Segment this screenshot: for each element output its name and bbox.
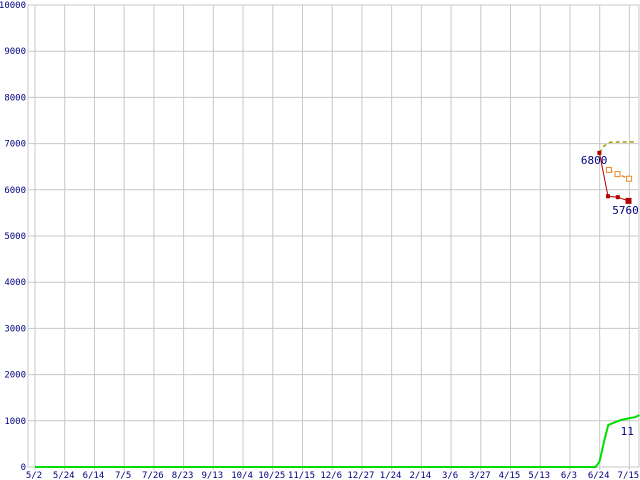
data-point-label: 11	[621, 425, 634, 438]
y-tick-label: 3000	[4, 324, 26, 334]
y-tick-label: 7000	[4, 140, 26, 150]
y-tick-label: 5000	[4, 232, 26, 242]
x-tick-label: 9/13	[201, 471, 223, 480]
y-tick-label: 1000	[4, 417, 26, 427]
x-tick-label: 12/6	[320, 471, 342, 480]
green-line	[35, 414, 640, 468]
y-tick-label: 4000	[4, 278, 26, 288]
x-tick-label: 2/14	[410, 471, 432, 480]
orange-dashed-line-marker	[605, 166, 612, 173]
x-tick-label: 10/4	[231, 471, 253, 480]
data-point-label: 5760	[612, 204, 639, 217]
x-tick-label: 3/6	[442, 471, 458, 480]
data-point-label: 6800	[581, 154, 608, 167]
series-lines	[35, 141, 640, 468]
x-tick-label: 6/3	[561, 471, 577, 480]
x-tick-label: 7/5	[115, 471, 131, 480]
x-tick-label: 6/24	[588, 471, 610, 480]
x-tick-label: 1/24	[380, 471, 402, 480]
y-tick-label: 8000	[4, 93, 26, 103]
dark-red-line-marker	[615, 195, 620, 200]
x-tick-label: 5/24	[53, 471, 75, 480]
x-tick-label: 11/15	[288, 471, 315, 480]
x-tick-label: 5/2	[26, 471, 42, 480]
x-tick-label: 8/23	[172, 471, 194, 480]
x-tick-label: 5/13	[528, 471, 550, 480]
gridlines	[28, 4, 639, 470]
x-tick-label: 4/15	[499, 471, 521, 480]
y-tick-label: 6000	[4, 186, 26, 196]
x-tick-label: 6/14	[83, 471, 105, 480]
dark-red-line-marker	[597, 150, 602, 155]
y-tick-label: 9000	[4, 47, 26, 57]
x-tick-label: 12/27	[347, 471, 374, 480]
data-labels: 6800 5760 11	[581, 154, 639, 438]
dark-red-line	[598, 152, 629, 202]
x-tick-label: 7/26	[142, 471, 164, 480]
dark-red-line-marker	[625, 197, 632, 204]
orange-dashed-line-marker	[614, 171, 621, 178]
x-tick-label: 10/25	[258, 471, 285, 480]
y-tick-label: 0	[21, 463, 26, 473]
x-tick-label: 3/27	[469, 471, 491, 480]
y-tick-label: 2000	[4, 371, 26, 381]
dark-red-line-marker	[606, 194, 611, 199]
orange-dashed-line-marker	[626, 175, 633, 182]
olive-dashed-line	[598, 141, 637, 154]
y-tick-label: 10000	[0, 1, 26, 11]
x-tick-label: 7/15	[618, 471, 640, 480]
